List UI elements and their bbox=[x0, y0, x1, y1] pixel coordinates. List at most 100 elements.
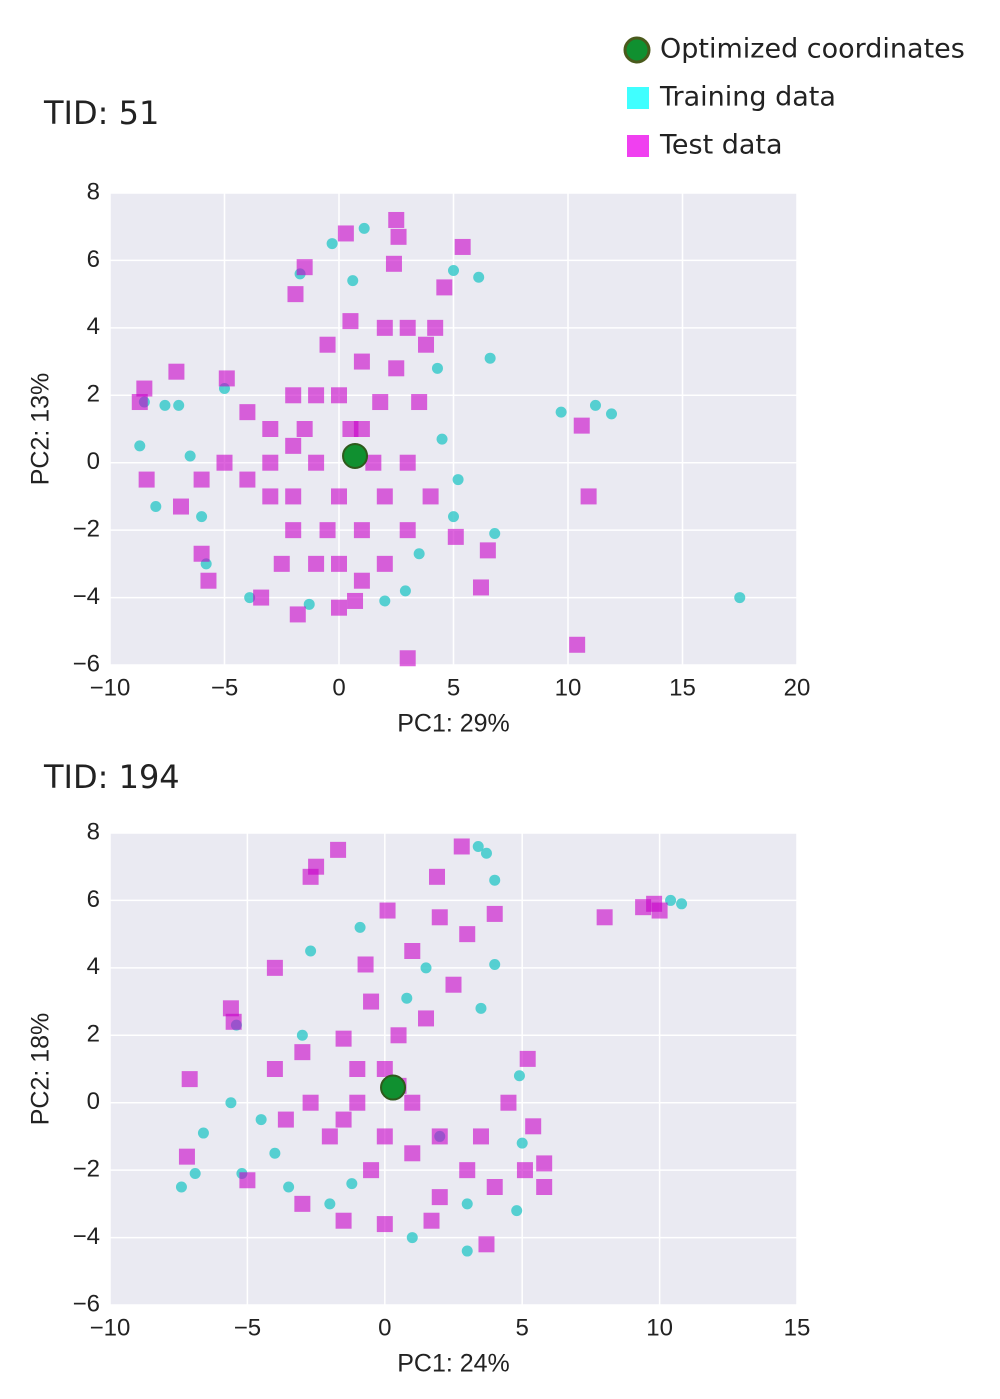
training-point bbox=[452, 474, 464, 486]
legend-marker bbox=[623, 36, 651, 64]
test-point bbox=[404, 943, 421, 959]
x-axis-label: PC1: 24% bbox=[397, 1350, 510, 1378]
x-tick-label: 15 bbox=[784, 1314, 811, 1341]
test-point bbox=[353, 353, 370, 370]
legend-marker bbox=[627, 135, 649, 157]
test-point bbox=[580, 488, 597, 505]
training-point bbox=[305, 945, 317, 957]
test-point bbox=[172, 498, 189, 515]
training-point bbox=[269, 1147, 281, 1159]
training-point bbox=[225, 1097, 237, 1109]
test-point bbox=[472, 1128, 489, 1145]
test-point bbox=[262, 454, 279, 471]
test-point bbox=[294, 1195, 311, 1212]
y-tick-label: −4 bbox=[73, 583, 100, 610]
test-point bbox=[363, 993, 380, 1010]
test-point bbox=[447, 528, 464, 545]
training-point bbox=[448, 511, 459, 523]
test-point bbox=[479, 542, 496, 559]
chart-title: TID: 194 bbox=[43, 758, 180, 796]
test-point bbox=[331, 599, 347, 616]
test-point bbox=[302, 868, 319, 885]
test-point bbox=[525, 1118, 542, 1135]
test-point bbox=[519, 1050, 536, 1067]
training-point bbox=[431, 362, 443, 374]
test-point bbox=[569, 636, 586, 653]
test-point bbox=[216, 454, 233, 471]
test-point bbox=[478, 1236, 495, 1253]
test-point bbox=[376, 1061, 393, 1077]
test-point bbox=[218, 370, 235, 387]
training-point bbox=[196, 511, 208, 523]
training-point bbox=[159, 399, 171, 411]
training-point bbox=[244, 592, 256, 604]
test-point bbox=[423, 1212, 440, 1229]
x-tick-label: 5 bbox=[516, 1314, 529, 1341]
test-point bbox=[302, 1094, 319, 1111]
y-axis-label: PC2: 13% bbox=[27, 373, 55, 486]
training-point bbox=[347, 275, 359, 287]
test-point bbox=[239, 404, 256, 421]
test-point bbox=[296, 421, 313, 437]
test-point bbox=[353, 572, 370, 589]
training-point bbox=[413, 548, 425, 560]
optimized-point bbox=[380, 1074, 407, 1101]
x-tick-label: 15 bbox=[669, 674, 696, 701]
test-point bbox=[285, 522, 302, 539]
test-point bbox=[178, 1148, 195, 1165]
test-point bbox=[418, 1010, 435, 1027]
test-point bbox=[536, 1155, 553, 1172]
test-point bbox=[399, 454, 416, 471]
test-point bbox=[287, 286, 304, 303]
test-point bbox=[431, 909, 448, 926]
test-point bbox=[349, 1094, 366, 1111]
y-tick-label: 4 bbox=[87, 953, 100, 980]
test-point bbox=[193, 471, 210, 488]
legend-label: Test data bbox=[659, 130, 783, 161]
test-point bbox=[331, 488, 347, 505]
x-tick-label: 5 bbox=[447, 674, 460, 701]
test-point bbox=[239, 1172, 256, 1189]
test-point bbox=[453, 838, 470, 855]
test-point bbox=[289, 606, 306, 623]
test-point bbox=[331, 387, 347, 404]
y-tick-label: −2 bbox=[73, 515, 100, 542]
x-tick-label: 20 bbox=[784, 674, 811, 701]
test-point bbox=[651, 902, 668, 919]
test-point bbox=[376, 488, 393, 505]
training-point bbox=[197, 1127, 209, 1139]
x-tick-label: −5 bbox=[211, 674, 238, 701]
training-point bbox=[255, 1114, 267, 1126]
x-tick-label: 0 bbox=[332, 674, 345, 701]
test-point bbox=[472, 579, 489, 596]
test-point bbox=[347, 592, 364, 609]
test-point bbox=[486, 1179, 503, 1195]
training-point bbox=[134, 440, 146, 452]
test-point bbox=[372, 394, 389, 411]
training-point bbox=[436, 433, 448, 445]
y-axis-label: PC2: 18% bbox=[27, 1013, 55, 1126]
legend-marker bbox=[627, 87, 649, 109]
test-point bbox=[404, 1145, 421, 1162]
training-point bbox=[555, 406, 567, 418]
test-point bbox=[427, 319, 444, 336]
training-point bbox=[184, 450, 196, 462]
y-tick-label: −6 bbox=[73, 650, 100, 677]
test-point bbox=[388, 211, 405, 228]
test-point bbox=[342, 313, 359, 330]
y-tick-label: 2 bbox=[87, 1021, 100, 1048]
y-tick-label: −6 bbox=[73, 1290, 100, 1317]
plot-area bbox=[110, 833, 797, 1305]
training-point bbox=[346, 1178, 358, 1190]
training-point bbox=[511, 1205, 523, 1217]
training-point bbox=[326, 238, 338, 250]
test-point bbox=[308, 555, 325, 572]
training-point bbox=[473, 271, 485, 283]
training-point bbox=[676, 898, 688, 910]
test-point bbox=[222, 1000, 239, 1017]
training-point bbox=[354, 921, 366, 933]
test-point bbox=[376, 1216, 393, 1233]
training-point bbox=[324, 1198, 336, 1210]
x-tick-label: 10 bbox=[646, 1314, 673, 1341]
